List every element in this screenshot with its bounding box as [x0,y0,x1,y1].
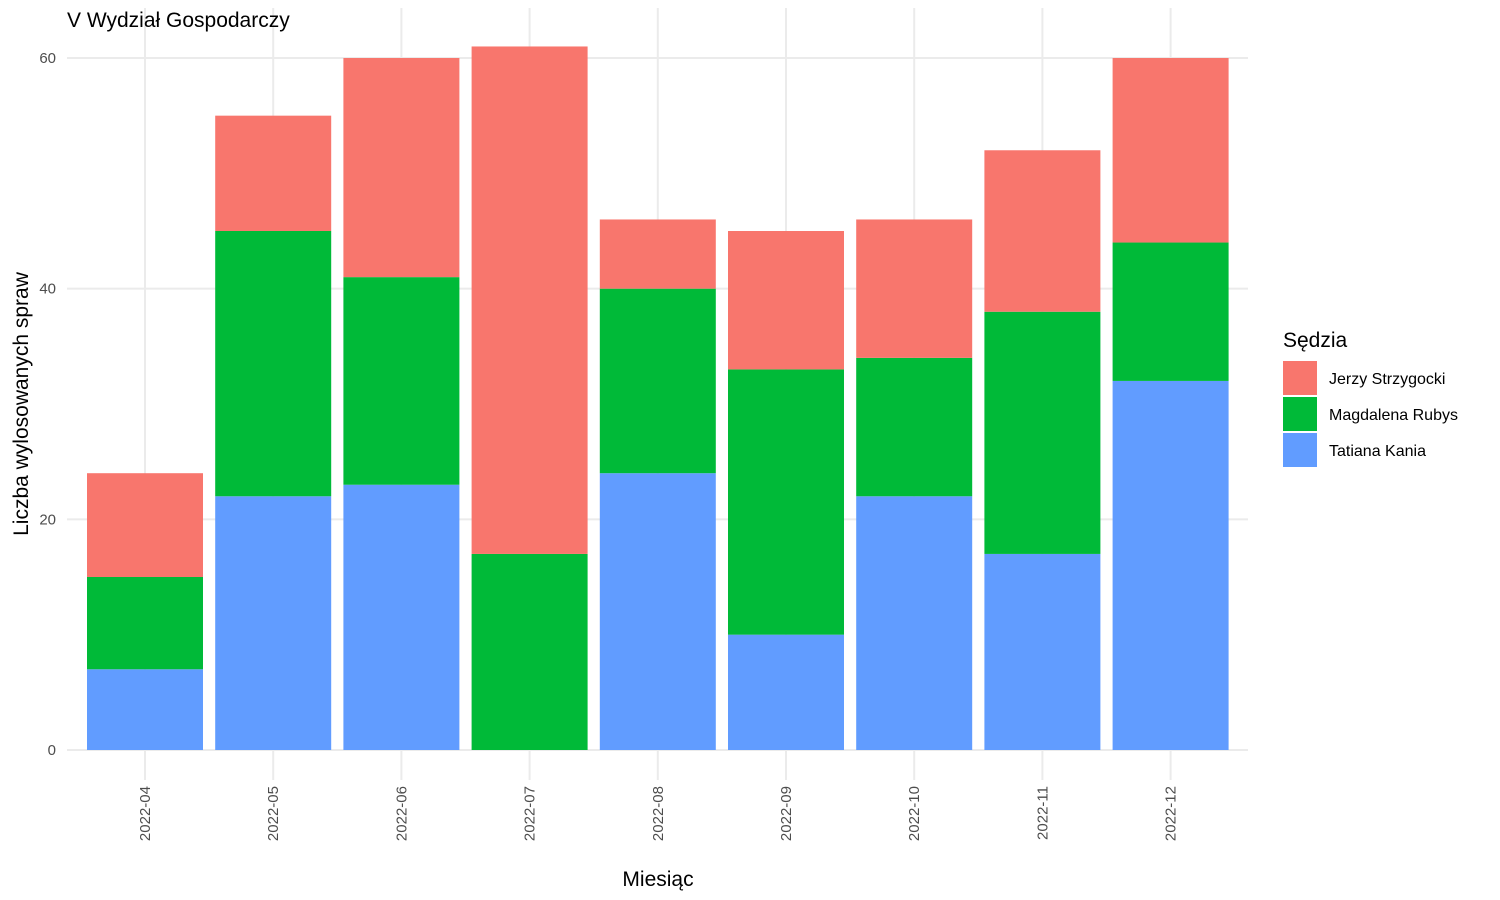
bar-magdalena-rubys-2022-11 [984,311,1101,554]
bar-jerzy-strzygocki-2022-10 [856,219,973,358]
bar-magdalena-rubys-2022-07 [471,553,588,750]
legend-title: Sędzia [1283,329,1348,352]
bar-tatiana-kania-2022-05 [215,496,332,750]
x-tick-label: 2022-12 [1163,786,1180,841]
y-tick-label: 20 [39,511,56,528]
x-axis-title: Miesiąc [622,868,693,891]
y-tick-label: 60 [39,50,56,67]
bar-jerzy-strzygocki-2022-11 [984,150,1101,312]
x-tick-label: 2022-11 [1034,786,1051,840]
bar-jerzy-strzygocki-2022-07 [471,46,588,554]
bars [87,46,1229,750]
legend-key-tatiana-kania [1283,433,1317,467]
bar-jerzy-strzygocki-2022-12 [1112,58,1229,243]
bar-magdalena-rubys-2022-10 [856,357,973,497]
legend-label-magdalena-rubys: Magdalena Rubys [1329,407,1458,424]
bar-jerzy-strzygocki-2022-06 [343,58,460,278]
bar-jerzy-strzygocki-2022-04 [87,473,203,577]
x-tick-label: 2022-07 [522,786,539,841]
bar-magdalena-rubys-2022-12 [1112,242,1229,381]
bar-jerzy-strzygocki-2022-09 [728,231,844,370]
x-tick-label: 2022-05 [265,786,282,841]
bar-tatiana-kania-2022-10 [856,496,973,750]
y-tick-label: 0 [48,742,56,759]
y-tick-label: 40 [39,281,56,298]
y-axis-title: Liczba wylosowanych spraw [10,271,33,536]
legend-key-magdalena-rubys [1283,397,1317,431]
x-tick-label: 2022-04 [137,786,154,841]
x-tick-label: 2022-08 [650,786,667,841]
bar-magdalena-rubys-2022-06 [343,277,460,485]
x-tick-label: 2022-10 [906,786,923,841]
bar-jerzy-strzygocki-2022-08 [599,219,716,289]
bar-magdalena-rubys-2022-08 [599,288,716,474]
y-axis-ticks: 0 20 40 60 [39,50,56,759]
legend-label-tatiana-kania: Tatiana Kania [1329,443,1426,460]
bar-magdalena-rubys-2022-05 [215,231,332,497]
legend-key-jerzy-strzygocki [1283,361,1317,395]
bar-tatiana-kania-2022-06 [343,484,460,750]
bar-tatiana-kania-2022-12 [1112,380,1229,750]
x-tick-label: 2022-06 [393,786,410,841]
x-axis-ticks: 2022-04 2022-05 2022-06 2022-07 2022-08 2022-… [137,786,1180,841]
x-tick-label: 2022-09 [778,786,795,841]
chart-title: V Wydział Gospodarczy [67,9,290,32]
bar-magdalena-rubys-2022-09 [728,369,844,635]
bar-tatiana-kania-2022-04 [87,669,203,750]
legend: Sędzia Jerzy Strzygocki Magdalena Rubys Ta… [1283,329,1458,467]
bar-tatiana-kania-2022-11 [984,553,1101,750]
bar-jerzy-strzygocki-2022-05 [215,115,332,231]
bar-tatiana-kania-2022-09 [728,634,844,750]
bar-magdalena-rubys-2022-04 [87,577,203,670]
legend-label-jerzy-strzygocki: Jerzy Strzygocki [1329,371,1445,388]
bar-tatiana-kania-2022-08 [599,473,716,750]
